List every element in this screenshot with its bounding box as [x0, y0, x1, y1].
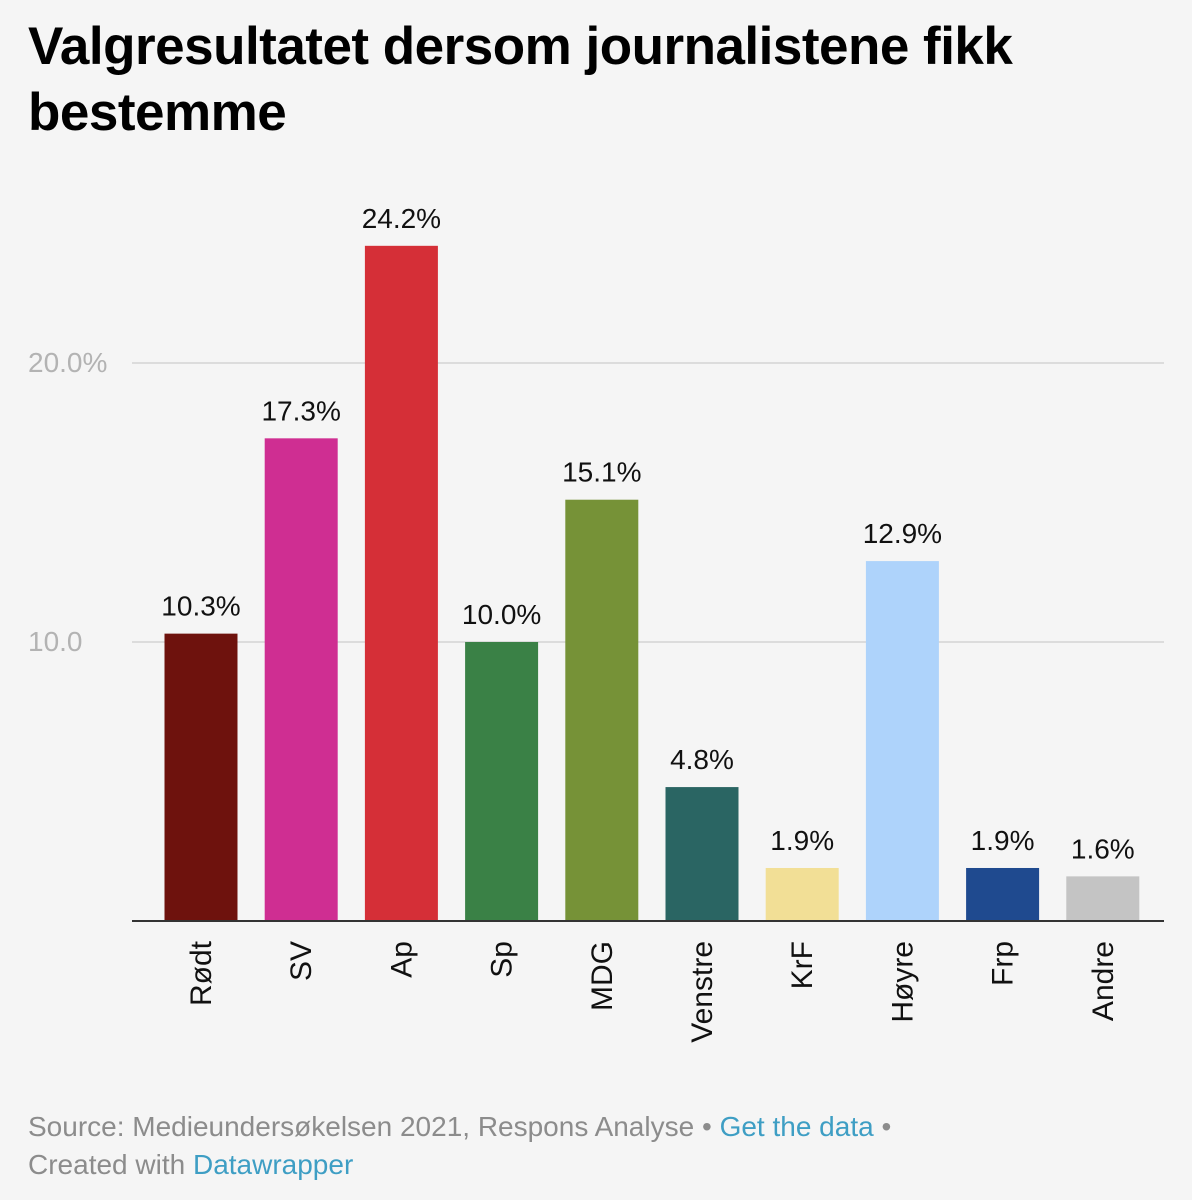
chart-title: Valgresultatet dersom journalistene fikk…: [28, 17, 1013, 142]
bar-høyre: [865, 561, 939, 921]
chart-footer: Source: Medieundersøkelsen 2021, Respons…: [28, 1108, 1168, 1184]
value-label: 1.9%: [971, 825, 1035, 856]
value-label: 24.2%: [362, 203, 441, 234]
y-tick-label: 10.0: [28, 626, 83, 657]
bars: [164, 245, 1140, 921]
category-label: MDG: [586, 941, 619, 1011]
y-tick-label: 20.0%: [28, 347, 107, 378]
category-label: Høyre: [886, 941, 919, 1023]
category-label: Rødt: [185, 940, 218, 1006]
bar-venstre: [665, 787, 739, 921]
value-label: 4.8%: [670, 744, 734, 775]
footer-line-1: Source: Medieundersøkelsen 2021, Respons…: [28, 1108, 1168, 1146]
footer-separator: •: [701, 1111, 712, 1142]
value-label: 1.6%: [1071, 833, 1135, 864]
category-label: Frp: [987, 941, 1020, 986]
footer-separator: •: [881, 1111, 892, 1142]
category-label: SV: [285, 941, 318, 981]
value-label: 1.9%: [770, 825, 834, 856]
bar-rødt: [164, 633, 238, 921]
created-with-text: Created with: [28, 1149, 186, 1180]
value-labels: 10.3% Rødt 17.3% SV 24.2% Ap 10.0% Sp 15.1% MDG 4.…: [161, 203, 1134, 1043]
value-label: 10.0%: [462, 599, 541, 630]
category-label: Venstre: [686, 941, 719, 1043]
bar-ap: [364, 245, 438, 921]
bar-andre: [1066, 876, 1140, 921]
category-label: Ap: [385, 941, 418, 978]
value-label: 12.9%: [863, 518, 942, 549]
category-label: Andre: [1087, 941, 1120, 1021]
bar-mdg: [565, 499, 639, 921]
bar-frp: [966, 867, 1040, 921]
value-label: 15.1%: [562, 457, 641, 488]
bar-sv: [264, 438, 338, 921]
datawrapper-link[interactable]: Datawrapper: [192, 1149, 354, 1180]
value-label: 10.3%: [161, 591, 240, 622]
footer-line-2: Created with Datawrapper: [28, 1146, 1168, 1184]
source-text: Source: Medieundersøkelsen 2021, Respons…: [28, 1111, 695, 1142]
bar-sp: [465, 642, 539, 921]
bar-chart: 10.0 20.0% 10.3% Rødt 17.3% SV 24.2% Ap 10.0% Sp…: [28, 203, 1164, 1043]
category-label: KrF: [786, 941, 819, 989]
get-the-data-link[interactable]: Get the data: [719, 1111, 874, 1142]
category-label: Sp: [486, 941, 519, 978]
value-label: 17.3%: [261, 395, 340, 426]
bar-krf: [765, 867, 839, 921]
